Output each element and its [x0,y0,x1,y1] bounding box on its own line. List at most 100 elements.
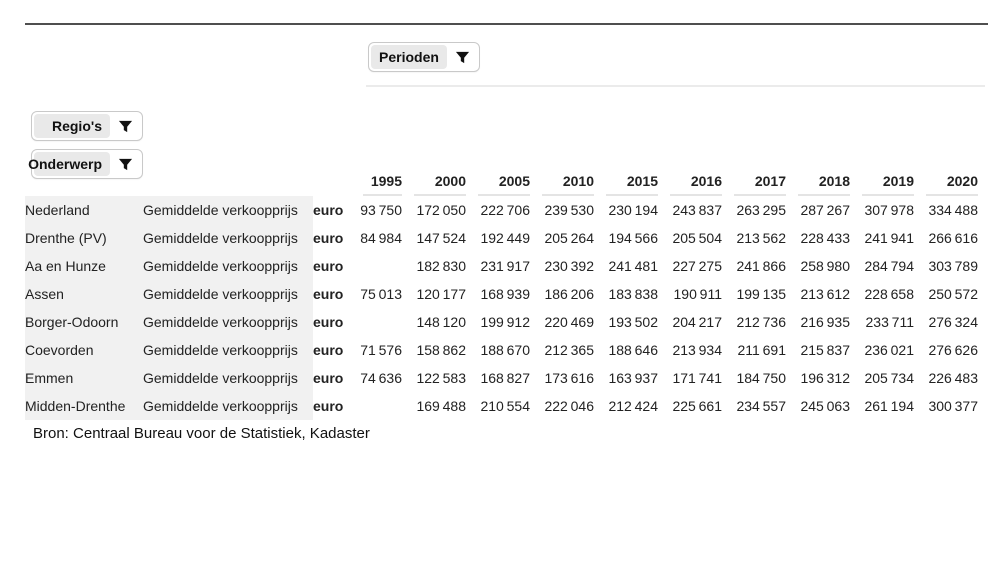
table-row: Emmen Gemiddelde verkoopprijs euro 74 636 12… [25,364,978,392]
empty-header-cell [25,168,143,196]
table-row: Coevorden Gemiddelde verkoopprijs euro 71 5… [25,336,978,364]
unit-cell: euro [313,398,344,414]
region-cell: Nederland [25,196,143,224]
value-cell: 199 135 [736,286,786,302]
unit-cell: euro [313,342,344,358]
year-header-label: 2019 [862,173,914,196]
topic-cell: Gemiddelde verkoopprijs [143,336,313,364]
value-cell [351,308,402,336]
value-cell: 194 566 [608,230,658,246]
value-cell: 205 504 [672,230,722,246]
onderwerp-filter-button[interactable]: Onderwerp [28,149,143,179]
value-cell: 230 392 [544,258,594,274]
filter-funnel-icon [110,152,140,176]
value-cell: 245 063 [800,398,850,414]
value-cell: 204 217 [672,314,722,330]
empty-header-cell [313,168,351,196]
year-header: 2015 [594,168,658,196]
year-header: 1995 [351,168,402,196]
year-header: 2020 [914,168,978,196]
year-header-row: 1995 2000 2005 2010 2015 2016 2017 2018 2019 2020 [25,168,978,196]
value-cell: 225 661 [672,398,722,414]
year-header: 2005 [466,168,530,196]
value-cell: 148 120 [416,314,466,330]
value-cell: 75 013 [360,286,402,302]
value-cell: 222 046 [544,398,594,414]
unit-cell: euro [313,314,344,330]
topic-cell: Gemiddelde verkoopprijs [143,364,313,392]
value-cell: 307 978 [864,202,914,218]
value-cell: 192 449 [480,230,530,246]
value-cell: 241 481 [608,258,658,274]
source-note: Bron: Centraal Bureau voor de Statistiek… [33,425,370,442]
value-cell: 196 312 [800,370,850,386]
value-cell: 227 275 [672,258,722,274]
regios-filter-label: Regio's [34,114,110,138]
value-cell: 220 469 [544,314,594,330]
value-cell: 231 917 [480,258,530,274]
value-cell: 158 862 [416,342,466,358]
value-cell: 261 194 [864,398,914,414]
value-cell: 169 488 [416,398,466,414]
unit-cell: euro [313,230,344,246]
value-cell: 215 837 [800,342,850,358]
topic-cell: Gemiddelde verkoopprijs [143,224,313,252]
region-cell: Assen [25,280,143,308]
value-cell: 205 734 [864,370,914,386]
table-row: Aa en Hunze Gemiddelde verkoopprijs euro 18… [25,252,978,280]
value-cell: 241 941 [864,230,914,246]
value-cell: 284 794 [864,258,914,274]
value-cell: 236 021 [864,342,914,358]
value-cell: 212 424 [608,398,658,414]
value-cell: 210 554 [480,398,530,414]
value-cell: 228 658 [864,286,914,302]
topic-cell: Gemiddelde verkoopprijs [143,280,313,308]
unit-cell: euro [313,258,344,274]
year-header-label: 2020 [926,173,978,196]
value-cell: 300 377 [928,398,978,414]
value-cell: 120 177 [416,286,466,302]
topic-cell: Gemiddelde verkoopprijs [143,196,313,224]
perioden-divider [366,85,985,87]
unit-cell: euro [313,202,344,218]
value-cell: 234 557 [736,398,786,414]
value-cell: 193 502 [608,314,658,330]
value-cell: 74 636 [360,370,402,386]
year-header-label: 2016 [670,173,722,196]
value-cell: 168 939 [480,286,530,302]
year-header-label: 2005 [478,173,530,196]
value-cell: 303 789 [928,258,978,274]
region-cell: Borger-Odoorn [25,308,143,336]
value-cell [351,392,402,420]
table-row: Borger-Odoorn Gemiddelde verkoopprijs euro… [25,308,978,336]
regios-filter-button[interactable]: Regio's [31,111,143,141]
value-cell: 184 750 [736,370,786,386]
value-cell: 84 984 [360,230,402,246]
value-cell: 199 912 [480,314,530,330]
value-cell: 241 866 [736,258,786,274]
year-header: 2000 [402,168,466,196]
unit-cell: euro [313,370,344,386]
empty-header-cell [143,168,313,196]
value-cell: 182 830 [416,258,466,274]
value-cell: 213 934 [672,342,722,358]
value-cell: 243 837 [672,202,722,218]
year-header-label: 2015 [606,173,658,196]
table-row: Nederland Gemiddelde verkoopprijs euro 93 7… [25,196,978,224]
value-cell: 212 736 [736,314,786,330]
value-cell: 168 827 [480,370,530,386]
value-cell: 205 264 [544,230,594,246]
value-cell: 71 576 [360,342,402,358]
value-cell: 250 572 [928,286,978,302]
year-header: 2017 [722,168,786,196]
value-cell: 188 646 [608,342,658,358]
topic-cell: Gemiddelde verkoopprijs [143,252,313,280]
region-cell: Midden-Drenthe [25,392,143,420]
year-header: 2018 [786,168,850,196]
year-header: 2019 [850,168,914,196]
value-cell: 230 194 [608,202,658,218]
unit-cell: euro [313,286,344,302]
value-cell: 276 324 [928,314,978,330]
perioden-filter-button[interactable]: Perioden [368,42,480,72]
value-cell: 266 616 [928,230,978,246]
